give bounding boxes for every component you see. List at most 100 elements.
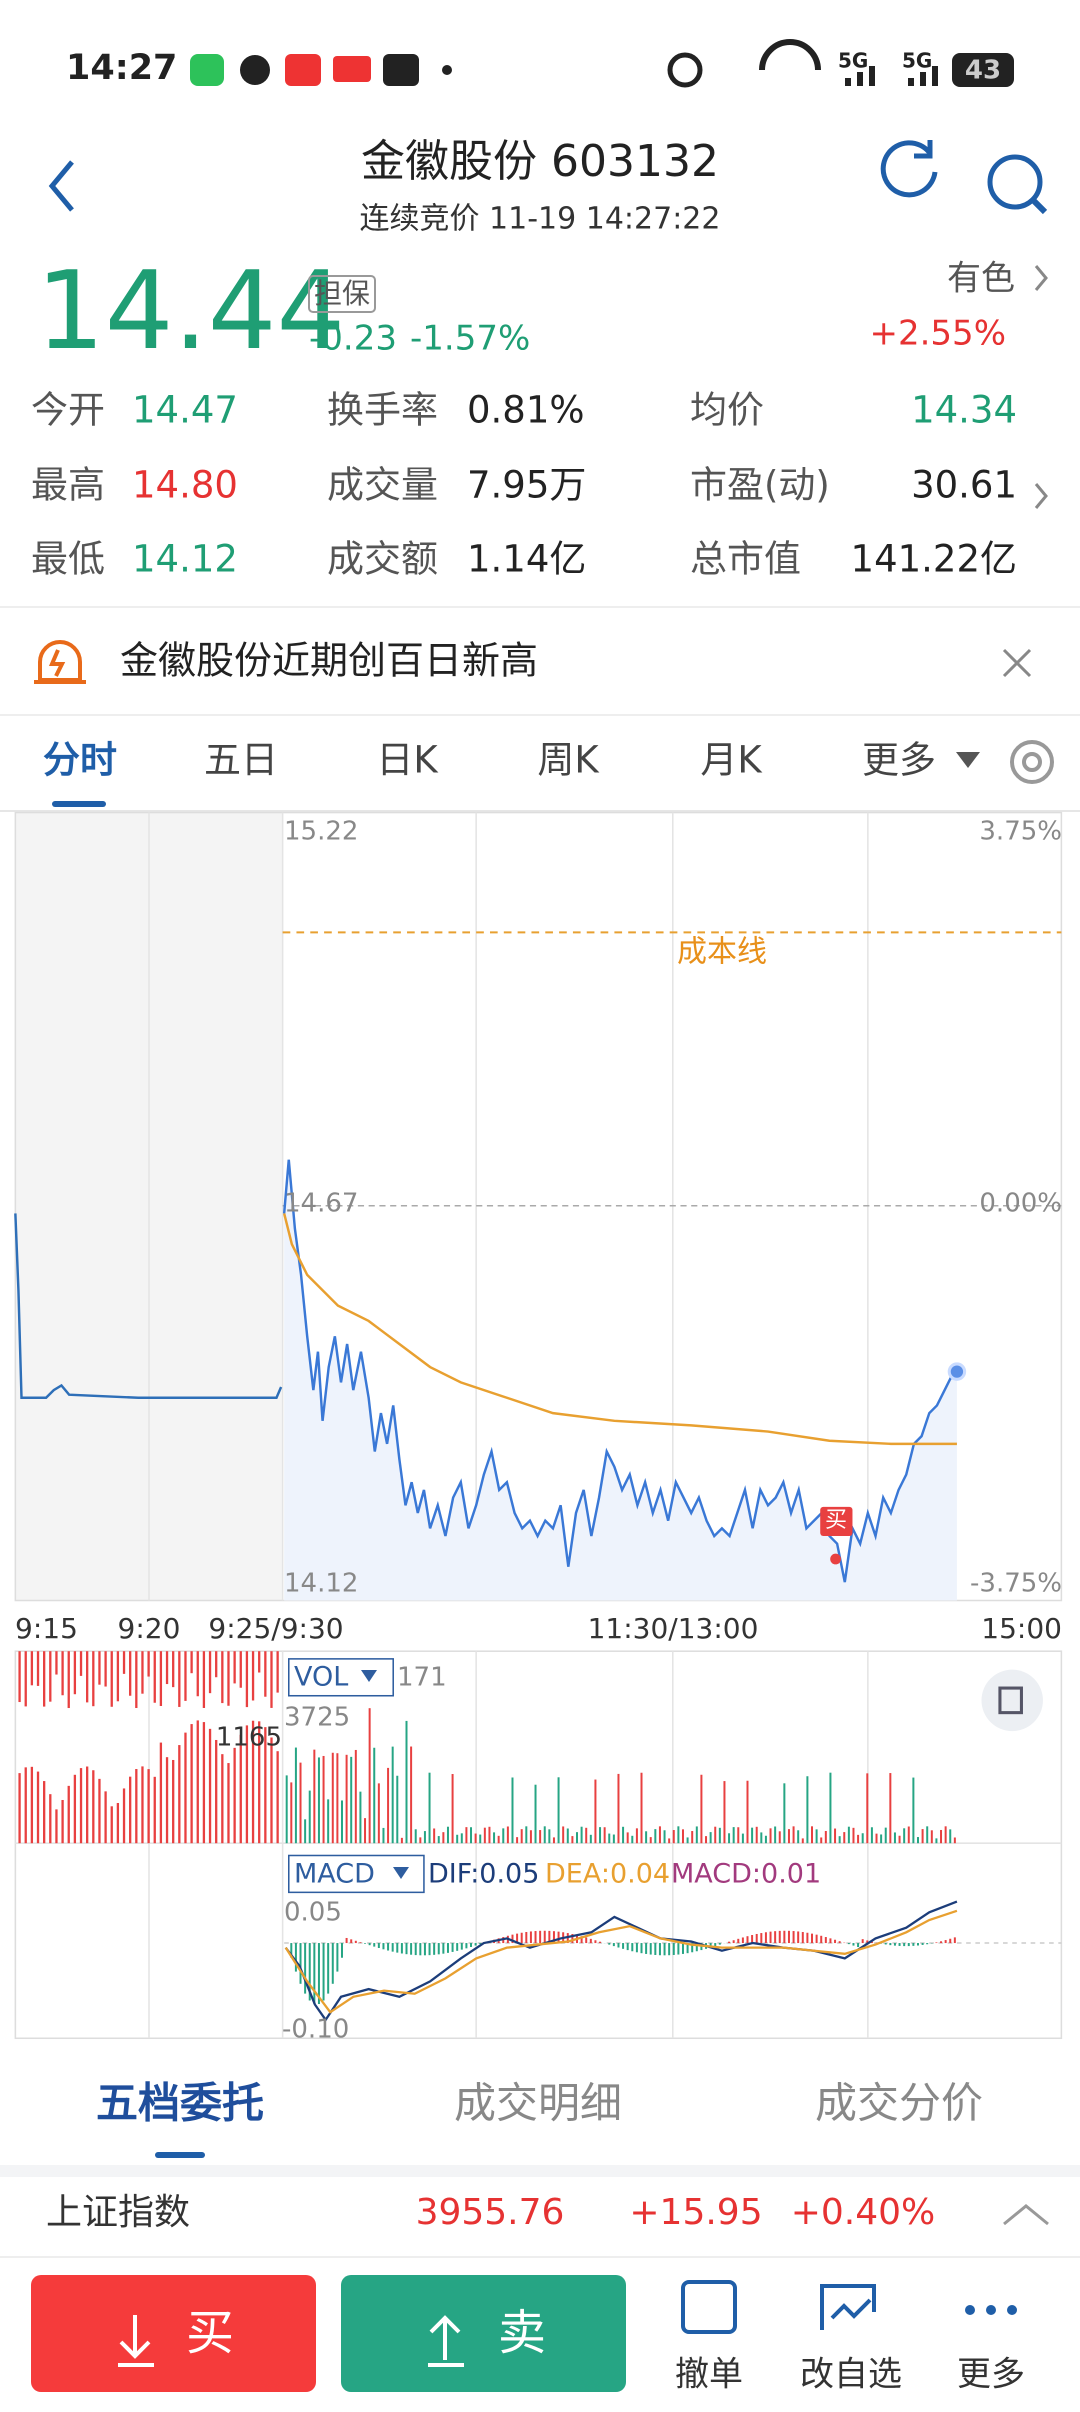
stats-arrow[interactable] [1034, 483, 1048, 509]
volume-bar [916, 1837, 919, 1844]
settings-button[interactable] [1010, 740, 1054, 784]
macd-bar [336, 1943, 339, 1972]
volume-bar [313, 1749, 316, 1844]
macd-bar [764, 1932, 767, 1944]
buy-button[interactable] [31, 2275, 316, 2392]
volume-bar [737, 1827, 740, 1844]
search-button[interactable] [987, 154, 1048, 215]
volume-bar [529, 1830, 532, 1844]
chart-tab[interactable]: 五日 [204, 739, 278, 782]
more-icon[interactable] [965, 2305, 1017, 2315]
action-label[interactable]: 改自选 [800, 2355, 902, 2395]
chart-tab[interactable]: 月K [700, 739, 763, 782]
intraday-chart [14, 811, 1063, 2040]
macd-bar [695, 1943, 698, 1952]
refresh-button[interactable] [880, 140, 938, 198]
volume-bar [30, 1766, 34, 1844]
volume-bar [640, 1772, 643, 1844]
notice-text[interactable]: 金徽股份近期创百日新高 [120, 639, 538, 683]
volume-bar [654, 1829, 657, 1844]
notice-close[interactable] [1002, 648, 1032, 678]
macd-bar [419, 1943, 422, 1956]
sell-button[interactable] [341, 2275, 626, 2392]
price-axis-label: 14.67 [284, 1189, 358, 1219]
macd-bar [949, 1938, 952, 1944]
chart-tab[interactable]: 周K [537, 739, 600, 782]
volume-bar [30, 1651, 34, 1686]
volume-bar [433, 1828, 436, 1844]
volume-bar [304, 1819, 307, 1844]
macd-bar [714, 1943, 717, 1947]
divider [0, 606, 1080, 608]
stat-label: 总市值 [690, 538, 801, 581]
volume-bar [172, 1651, 175, 1688]
action-label[interactable]: 撤单 [675, 2355, 743, 2395]
volume-bar [208, 1651, 212, 1694]
macd-bar [313, 1943, 316, 2005]
chart-tab[interactable]: 日K [376, 739, 439, 782]
macd-bar [327, 1943, 330, 1994]
action-label[interactable]: 更多 [957, 2355, 1025, 2395]
volume-bar [705, 1836, 708, 1844]
volume-bar [368, 1708, 371, 1844]
macd-bar [451, 1943, 454, 1952]
macd-bar [294, 1943, 297, 1972]
macd-bar [668, 1943, 671, 1956]
volume-bar [153, 1776, 156, 1844]
cancel-icon[interactable] [681, 2280, 737, 2334]
volume-bar [239, 1734, 242, 1844]
volume-bar [364, 1818, 367, 1844]
volume-bar [953, 1837, 956, 1844]
macd-label[interactable]: MACD [294, 1859, 375, 1890]
stat-label: 成交量 [327, 464, 438, 507]
vol-value: 171 [397, 1663, 447, 1693]
detail-tab[interactable]: 成交分价 [815, 2079, 983, 2128]
index-expand[interactable] [1003, 2204, 1049, 2226]
volume-bar [783, 1783, 786, 1844]
volume-bar [861, 1833, 864, 1844]
volume-bar [122, 1788, 126, 1844]
back-button[interactable] [48, 160, 74, 212]
volume-bar [98, 1778, 101, 1844]
volume-bar [594, 1779, 597, 1844]
time-label: 9:25/9:30 [208, 1612, 343, 1645]
volume-bar [576, 1832, 578, 1844]
volume-bar [695, 1826, 698, 1844]
macd-bar [516, 1933, 519, 1944]
volume-bar [285, 1775, 288, 1844]
volume-bar [511, 1777, 514, 1844]
volume-bar [437, 1836, 440, 1844]
volume-bar [202, 1651, 206, 1708]
vol-label[interactable]: VOL [294, 1662, 348, 1693]
macd-bar [599, 1941, 602, 1944]
detail-tab[interactable]: 成交明细 [454, 2079, 622, 2128]
pct-axis-label: -3.75% [970, 1569, 1062, 1599]
price-area [284, 1159, 957, 1601]
chart-tab[interactable]: 分时 [43, 739, 117, 782]
detail-tab[interactable]: 五档委托 [96, 2079, 264, 2128]
volume-bar [626, 1832, 629, 1844]
volume-bar [345, 1754, 348, 1844]
volume-bar [184, 1732, 187, 1844]
macd-bar [308, 1943, 311, 2001]
macd-bar [359, 1942, 362, 1944]
volume-bar [599, 1827, 602, 1844]
volume-bar [548, 1829, 551, 1844]
volume-bar [442, 1832, 445, 1844]
volume-bar [732, 1827, 735, 1844]
volume-bar [658, 1826, 661, 1844]
volume-bar [290, 1782, 293, 1844]
rotate-button[interactable] [981, 1669, 1043, 1732]
volume-bar [755, 1826, 758, 1844]
volume-bar [681, 1829, 684, 1844]
watchlist-icon[interactable] [820, 2284, 876, 2330]
volume-bar [36, 1771, 40, 1844]
volume-bar [944, 1826, 947, 1844]
chart-tab[interactable]: 更多 [862, 739, 936, 782]
volume-bar [67, 1651, 70, 1709]
vol-box[interactable] [288, 1658, 394, 1697]
volume-bar [857, 1834, 860, 1844]
volume-bar [806, 1776, 809, 1844]
macd-bar [686, 1943, 689, 1954]
sector-name[interactable]: 有色 [947, 259, 1015, 299]
